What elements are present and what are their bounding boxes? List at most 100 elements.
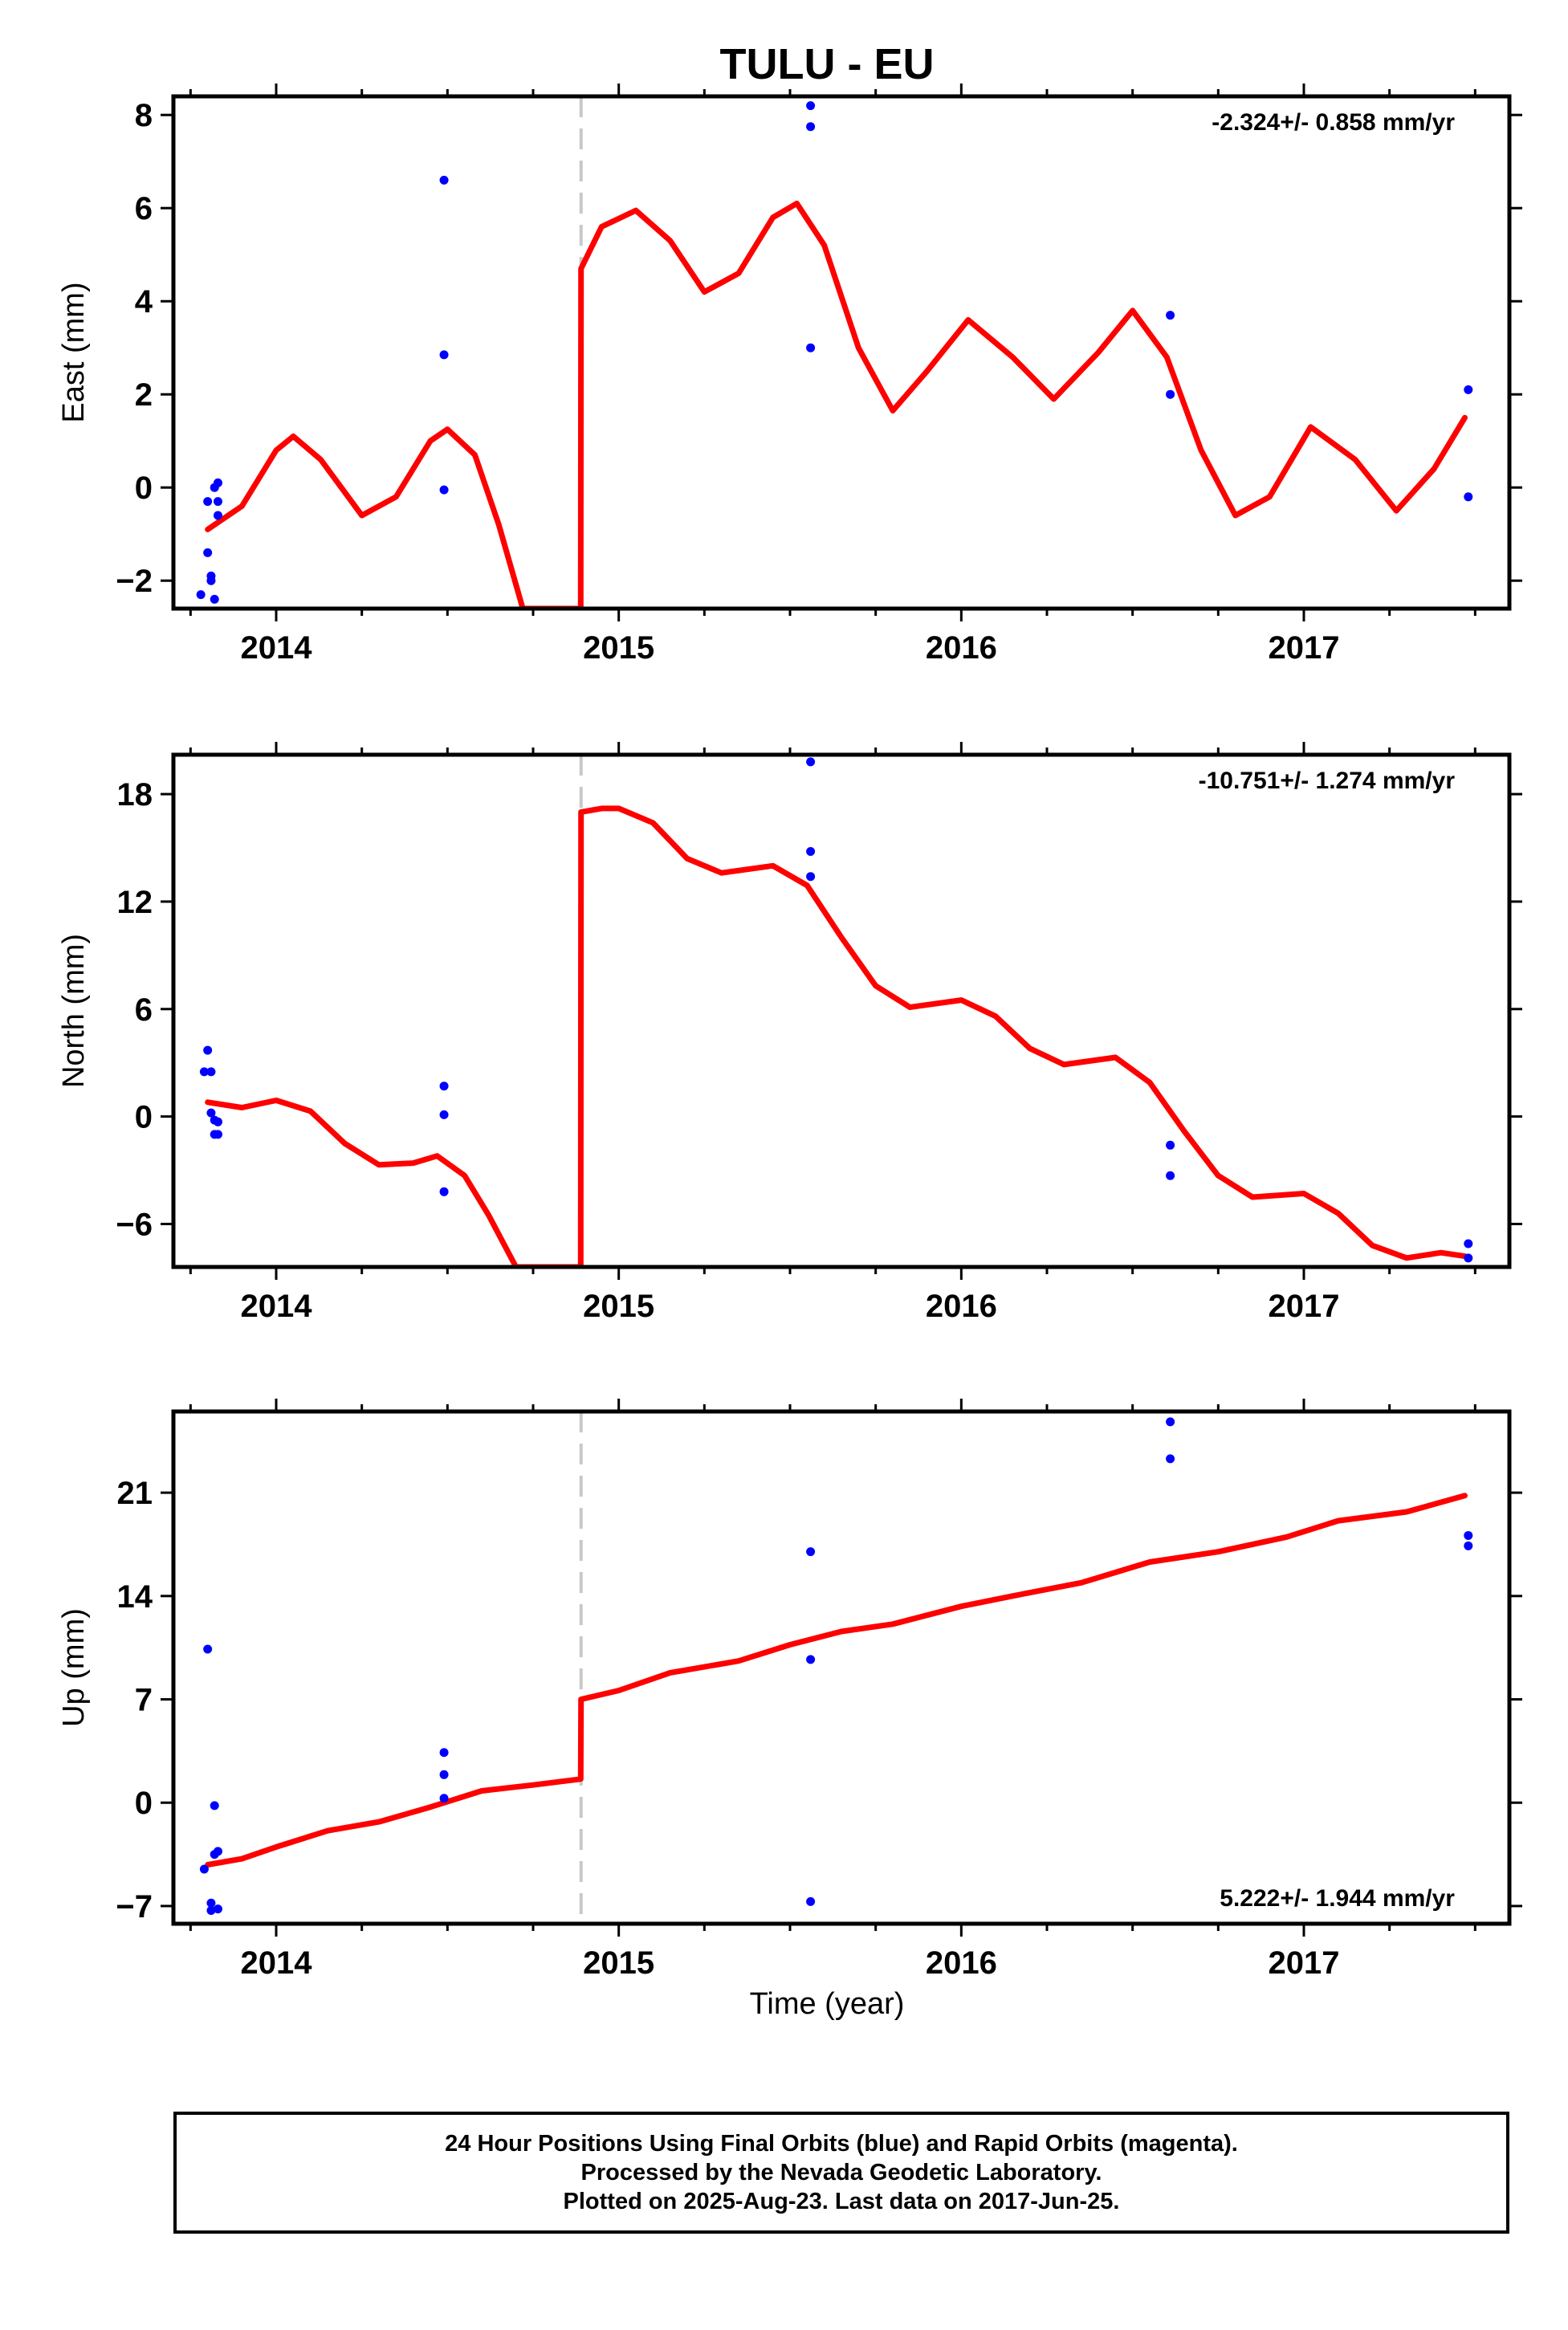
rate-label: -10.751+/- 1.274 mm/yr: [1199, 768, 1456, 794]
data-point: [806, 343, 816, 352]
x-tick-label: 2015: [583, 630, 654, 666]
data-point: [199, 1067, 209, 1077]
x-tick-label: 2014: [241, 1289, 313, 1324]
y-tick-label: −7: [116, 1889, 153, 1925]
data-point: [213, 1117, 222, 1126]
plot-area: [196, 96, 1473, 609]
data-point: [439, 1187, 449, 1196]
x-tick-label: 2015: [583, 1289, 654, 1324]
y-tick-label: −6: [116, 1207, 153, 1242]
panel-1: 2014 2015 2016 2017 −2 0 2 4 6 8 East (mm) -2.324+/…: [57, 84, 1522, 666]
data-point: [206, 576, 216, 585]
data-point: [213, 1904, 222, 1914]
data-point: [206, 1898, 216, 1908]
y-tick-label: 6: [135, 191, 153, 226]
data-point: [210, 1801, 219, 1811]
footer-line-3: Plotted on 2025-Aug-23. Last data on 201…: [563, 2189, 1120, 2214]
panel-3: 2014 2015 2016 2017 −7 0 7 14 21 Up (mm) 5.222+/- …: [57, 1399, 1522, 1981]
data-point: [439, 175, 449, 185]
data-point: [1166, 1417, 1175, 1427]
footer-line-1: 24 Hour Positions Using Final Orbits (bl…: [445, 2131, 1238, 2157]
data-point: [203, 548, 213, 557]
data-point: [806, 872, 816, 882]
rate-label: 5.222+/- 1.944 mm/yr: [1220, 1885, 1455, 1912]
data-point: [806, 757, 816, 767]
x-tick-label: 2015: [583, 1945, 654, 1981]
x-tick-label: 2017: [1269, 1945, 1340, 1981]
data-point: [1166, 1454, 1175, 1464]
data-point: [806, 1655, 816, 1664]
chart-title: TULU - EU: [720, 40, 935, 88]
data-point: [1166, 311, 1175, 320]
x-tick-label: 2017: [1269, 630, 1340, 666]
panel-2: 2014 2015 2016 2017 −6 0 6 12 18 North (mm) -10.75…: [57, 742, 1522, 1324]
data-point: [203, 1045, 213, 1055]
x-tick-label: 2016: [926, 1945, 997, 1981]
data-point: [1464, 385, 1473, 394]
data-point: [806, 1547, 816, 1557]
data-point: [1464, 492, 1473, 502]
y-tick-label: 7: [135, 1683, 153, 1718]
y-tick-label: 18: [117, 777, 153, 813]
data-point: [206, 1108, 216, 1118]
data-point: [213, 1847, 222, 1856]
data-point: [1464, 1541, 1473, 1550]
y-tick-label: 21: [117, 1476, 153, 1511]
data-point: [806, 1896, 816, 1906]
plot-area: [199, 755, 1473, 1267]
data-point: [439, 1110, 449, 1119]
y-axis-label: North (mm): [57, 934, 91, 1088]
data-point: [1166, 1140, 1175, 1150]
model-curve: [205, 1493, 1468, 1868]
data-point: [213, 478, 222, 487]
footer-box: 24 Hour Positions Using Final Orbits (bl…: [173, 2112, 1509, 2234]
data-point: [206, 1067, 216, 1077]
data-point: [1166, 1171, 1175, 1180]
data-point: [203, 1644, 213, 1654]
data-point: [439, 1794, 449, 1803]
y-tick-label: −2: [116, 564, 153, 599]
x-axis-label: Time (year): [750, 1987, 905, 2021]
y-tick-label: 4: [135, 284, 153, 320]
x-tick-label: 2014: [241, 630, 313, 666]
y-tick-label: 0: [135, 1786, 153, 1821]
data-point: [806, 846, 816, 856]
x-tick-label: 2016: [926, 630, 997, 666]
x-tick-label: 2014: [241, 1945, 313, 1981]
y-tick-label: 0: [135, 1100, 153, 1135]
data-point: [1464, 1530, 1473, 1540]
data-point: [1166, 389, 1175, 399]
plot-frame: [171, 94, 1512, 611]
data-point: [213, 511, 222, 520]
y-tick-label: 8: [135, 98, 153, 133]
y-tick-label: 2: [135, 377, 153, 413]
data-point: [439, 485, 449, 495]
data-point: [196, 590, 206, 600]
data-point: [213, 497, 222, 507]
data-point: [1464, 1239, 1473, 1249]
y-tick-label: 6: [135, 992, 153, 1028]
x-tick-label: 2017: [1269, 1289, 1340, 1324]
data-point: [439, 1081, 449, 1091]
y-axis-label: East (mm): [57, 282, 91, 422]
data-point: [203, 497, 213, 507]
y-tick-label: 12: [117, 885, 153, 920]
plot-frame: [171, 1409, 1512, 1926]
rate-label: -2.324+/- 0.858 mm/yr: [1212, 109, 1455, 136]
panels: 2014 2015 2016 2017 −2 0 2 4 6 8 East (mm) -2.324+/…: [57, 84, 1522, 1981]
footer-line-2: Processed by the Nevada Geodetic Laborat…: [580, 2160, 1102, 2185]
model-curve: [205, 805, 1468, 1267]
x-tick-label: 2016: [926, 1289, 997, 1324]
data-point: [439, 350, 449, 360]
y-tick-label: 14: [117, 1579, 153, 1615]
y-axis-label: Up (mm): [57, 1608, 91, 1727]
data-point: [439, 1770, 449, 1779]
data-point: [806, 122, 816, 132]
data-point: [213, 1130, 222, 1139]
data-point: [199, 1864, 209, 1874]
plot-area: [199, 1411, 1473, 1924]
y-tick-label: 0: [135, 470, 153, 506]
data-point: [206, 1905, 216, 1915]
model-curve: [205, 200, 1468, 609]
